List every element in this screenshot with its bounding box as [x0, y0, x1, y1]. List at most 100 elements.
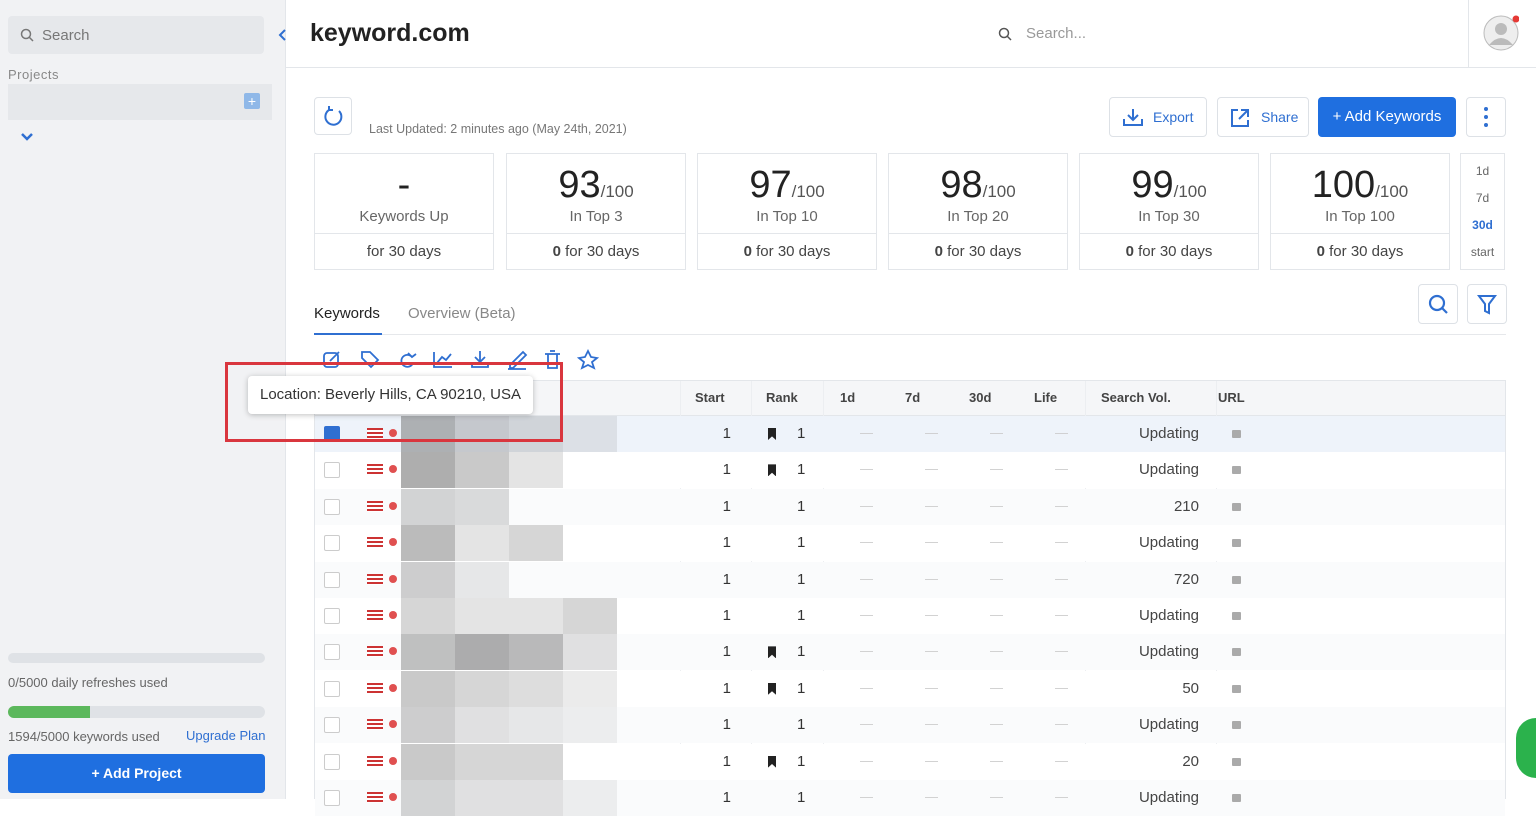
filter-icon — [1477, 295, 1497, 315]
share-button[interactable]: Share — [1217, 97, 1309, 137]
checkbox[interactable] — [324, 717, 340, 734]
search-icon — [1428, 294, 1448, 314]
column-header[interactable]: 1d — [840, 390, 856, 405]
lock-icon — [1232, 502, 1241, 511]
lock-icon — [1232, 648, 1241, 657]
blurred-keyword — [563, 598, 617, 634]
column-header[interactable]: URL — [1218, 390, 1245, 405]
table-row: 1 1 — — — — Updating — [315, 416, 1505, 452]
expand-icon[interactable] — [20, 132, 34, 142]
empty-cell: — — [860, 425, 873, 440]
period-option[interactable]: 7d — [1475, 191, 1490, 205]
table-row: 1 1 — — — — 50 — [315, 670, 1505, 707]
search-table-button[interactable] — [1418, 284, 1458, 324]
rank-value: 1 — [797, 497, 806, 515]
add-project-icon[interactable]: + — [244, 93, 260, 109]
start-value: 1 — [722, 461, 731, 479]
checkbox[interactable] — [324, 571, 340, 588]
empty-cell: — — [925, 752, 938, 768]
checkbox[interactable] — [324, 644, 340, 661]
flag-icon — [367, 500, 383, 512]
refresh-button[interactable] — [314, 97, 352, 135]
tab[interactable]: Keywords — [314, 305, 380, 322]
checkbox[interactable] — [324, 535, 340, 552]
chart-icon[interactable] — [433, 352, 452, 368]
add-project-button[interactable]: + Add Project — [8, 754, 265, 793]
search-placeholder[interactable]: Search... — [1026, 25, 1087, 42]
chat-widget[interactable] — [1516, 718, 1536, 778]
keyword-bar — [8, 706, 265, 718]
refresh-icon[interactable] — [400, 352, 417, 368]
empty-cell: — — [860, 461, 873, 477]
column-header[interactable]: 7d — [905, 390, 921, 405]
more-button[interactable] — [1466, 97, 1506, 137]
blurred-keyword — [509, 780, 563, 816]
project-item[interactable] — [8, 84, 272, 120]
stat-divider — [315, 233, 493, 234]
empty-cell: — — [925, 570, 938, 586]
tab[interactable]: Overview (Beta) — [408, 305, 516, 322]
location-pin — [389, 611, 397, 619]
blurred-keyword — [455, 416, 509, 452]
checkbox[interactable] — [324, 680, 340, 697]
blurred-keyword — [401, 525, 455, 562]
stat-period: for 30 days — [1138, 243, 1213, 260]
column-header[interactable]: Life — [1034, 390, 1058, 405]
sidebar-search[interactable]: Search — [8, 16, 264, 54]
blurred-keyword — [401, 634, 455, 671]
empty-cell: — — [1055, 679, 1068, 695]
flag-icon — [367, 682, 383, 694]
column-header[interactable]: Search Vol. — [1101, 390, 1171, 405]
start-value: 1 — [722, 716, 731, 734]
checkbox[interactable] — [324, 608, 340, 624]
checkbox[interactable] — [324, 462, 340, 479]
featured-marker — [768, 464, 776, 477]
search-volume: 720 — [1173, 570, 1199, 588]
column-header[interactable]: 30d — [969, 390, 992, 405]
stat-card: 99/100 In Top 30 0 for 30 days — [1079, 153, 1259, 270]
period-option[interactable]: 1d — [1475, 164, 1490, 178]
stat-value-row: 93/100 — [507, 164, 685, 207]
checkbox[interactable] — [324, 426, 340, 442]
more-icon — [1484, 107, 1488, 127]
collapse-icon[interactable] — [278, 28, 288, 42]
stat-label: In Top 100 — [1325, 208, 1395, 225]
stat-label: In Top 3 — [569, 208, 623, 225]
blurred-keyword — [401, 743, 455, 780]
period-option[interactable]: 30d — [1472, 218, 1493, 232]
stat-change: 0 — [743, 243, 752, 260]
lock-icon — [1232, 612, 1241, 620]
empty-cell: — — [990, 461, 1003, 477]
checkbox[interactable] — [324, 790, 340, 806]
stat-footer: 0 for 30 days — [698, 243, 876, 260]
start-value: 1 — [722, 497, 731, 515]
checkbox[interactable] — [324, 753, 340, 770]
stat-value-row: 98/100 — [889, 164, 1067, 207]
keyword-table: Start Rank 1d 7d 30d Life Search Vol. URL 1 1 — — — —… — [314, 380, 1506, 816]
star-icon[interactable] — [576, 348, 600, 370]
export-button[interactable]: Export — [1109, 97, 1207, 137]
flag-icon — [367, 428, 383, 439]
empty-cell: — — [1055, 752, 1068, 768]
logo[interactable]: keyword.com — [310, 19, 470, 47]
upgrade-link[interactable]: Upgrade Plan — [186, 728, 266, 743]
edit-icon[interactable] — [323, 351, 340, 368]
period-option[interactable]: start — [1470, 245, 1495, 259]
avatar[interactable] — [1483, 15, 1519, 51]
location-pin — [389, 574, 397, 583]
sidebar: Search Projects + 0/5000 daily refreshes… — [0, 0, 286, 799]
column-header[interactable]: Rank — [766, 390, 798, 405]
blurred-keyword — [401, 707, 455, 744]
pen-icon[interactable] — [508, 350, 528, 370]
blurred-keyword — [509, 634, 563, 671]
share-icon — [1231, 109, 1249, 127]
flag-icon — [367, 755, 383, 767]
empty-cell: — — [990, 679, 1003, 695]
delete-icon[interactable] — [545, 350, 560, 369]
location-pin — [389, 429, 397, 437]
filter-button[interactable] — [1467, 284, 1507, 324]
column-header[interactable]: Start — [695, 390, 725, 405]
add-keywords-button[interactable]: + Add Keywords — [1318, 97, 1456, 137]
checkbox[interactable] — [324, 498, 340, 515]
empty-cell: — — [860, 607, 873, 622]
